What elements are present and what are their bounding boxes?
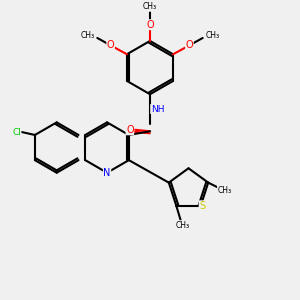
Text: N: N: [103, 168, 111, 178]
Text: Cl: Cl: [12, 128, 21, 136]
Text: CH₃: CH₃: [218, 185, 232, 194]
Text: CH₃: CH₃: [206, 32, 220, 40]
Text: O: O: [186, 40, 193, 50]
Text: CH₃: CH₃: [175, 220, 189, 230]
Text: O: O: [107, 40, 114, 50]
Text: S: S: [199, 201, 205, 211]
Text: O: O: [146, 20, 154, 30]
Text: O: O: [126, 125, 134, 135]
Text: CH₃: CH₃: [80, 32, 94, 40]
Text: CH₃: CH₃: [143, 2, 157, 11]
Text: NH: NH: [151, 105, 164, 114]
